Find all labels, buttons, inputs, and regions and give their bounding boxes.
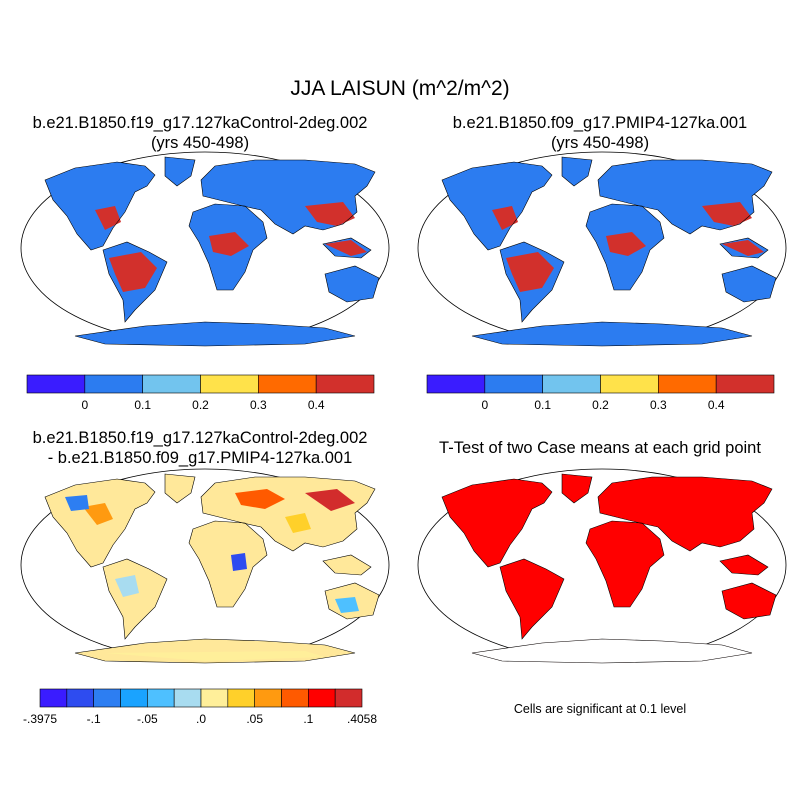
- cbar3-tick-label: .0: [196, 712, 206, 726]
- cbar3-tick-label: -.1: [87, 712, 101, 726]
- cbar1-tick-label: 0: [81, 398, 88, 412]
- panel1-map: [20, 151, 390, 347]
- cbar1-swatch: [258, 374, 317, 394]
- cbar3-swatch: [200, 688, 229, 708]
- cbar3-swatch: [147, 688, 175, 708]
- cbar1-swatch: [84, 374, 143, 394]
- panel3-title-line1: b.e21.B1850.f19_g17.127kaControl-2deg.00…: [32, 429, 368, 447]
- cbar2-swatch: [658, 374, 717, 394]
- panel2-map: [417, 151, 787, 347]
- cbar1-swatch: [315, 374, 375, 394]
- panel1-title: b.e21.B1850.f19_g17.127kaControl-2deg.00…: [0, 113, 400, 153]
- cbar3-tick-label: -.3975: [23, 712, 57, 726]
- cbar3-swatch: [227, 688, 255, 708]
- cbar3-tick-label: .4058: [347, 712, 377, 726]
- cbar2-swatch: [715, 374, 775, 394]
- cbar2-swatch: [484, 374, 543, 394]
- panel4-map: [417, 468, 787, 664]
- cbar1-swatch: [26, 374, 86, 394]
- cbar2-swatch: [600, 374, 659, 394]
- panel3-title-line2: - b.e21.B1850.f09_g17.PMIP4-127ka.001: [47, 449, 353, 467]
- cbar1-tick-label: 0.2: [192, 398, 209, 412]
- cbar3-tick-label: -.05: [137, 712, 158, 726]
- panel3-title: b.e21.B1850.f19_g17.127kaControl-2deg.00…: [0, 428, 400, 468]
- panel4-title-line1: T-Test of two Case means at each grid po…: [439, 439, 761, 457]
- cbar2-tick-label: 0.1: [534, 398, 551, 412]
- cbar2-swatch: [542, 374, 601, 394]
- cbar1-tick-label: 0.4: [308, 398, 325, 412]
- cbar2-tick-label: 0.4: [708, 398, 725, 412]
- panel2-title-line1: b.e21.B1850.f09_g17.PMIP4-127ka.001: [452, 114, 748, 132]
- cbar3-swatch: [334, 688, 363, 708]
- cbar3-swatch: [281, 688, 309, 708]
- cbar3-swatch: [254, 688, 282, 708]
- cbar3-tick-label: .05: [246, 712, 263, 726]
- cbar3-swatch: [93, 688, 121, 708]
- panel4-title: T-Test of two Case means at each grid po…: [400, 438, 800, 458]
- panel2-title-line2: (yrs 450-498): [550, 134, 650, 152]
- panel3-map: [20, 468, 390, 664]
- cbar2-swatch: [426, 374, 486, 394]
- panel1-title-line1: b.e21.B1850.f19_g17.127kaControl-2deg.00…: [32, 114, 368, 132]
- cbar3-swatch: [39, 688, 68, 708]
- cbar3-tick-label: .1: [303, 712, 313, 726]
- panel2-title: b.e21.B1850.f09_g17.PMIP4-127ka.001 (yrs…: [400, 113, 800, 153]
- cbar3-swatch: [66, 688, 94, 708]
- cbar2-tick-label: 0.3: [650, 398, 667, 412]
- cbar3-swatch: [120, 688, 148, 708]
- cbar3-swatch: [308, 688, 336, 708]
- cbar2-tick-label: 0.2: [592, 398, 609, 412]
- cbar3-swatch: [173, 688, 202, 708]
- cbar1-swatch: [200, 374, 259, 394]
- colorbar-case2: 0 0.1 0.2 0.3 0.4: [426, 374, 775, 412]
- main-title: JJA LAISUN (m^2/m^2): [290, 77, 510, 100]
- panel1-title-line2: (yrs 450-498): [150, 134, 250, 152]
- cbar1-swatch: [142, 374, 201, 394]
- cbar1-tick-label: 0.3: [250, 398, 267, 412]
- colorbar-difference: -.3975 -.1 -.05 .0 .05 .1 .4058: [23, 688, 377, 726]
- significance-note: Cells are significant at 0.1 level: [513, 702, 687, 716]
- colorbar-case1: 0 0.1 0.2 0.3 0.4: [26, 374, 375, 412]
- cbar2-tick-label: 0: [481, 398, 488, 412]
- cbar1-tick-label: 0.1: [134, 398, 151, 412]
